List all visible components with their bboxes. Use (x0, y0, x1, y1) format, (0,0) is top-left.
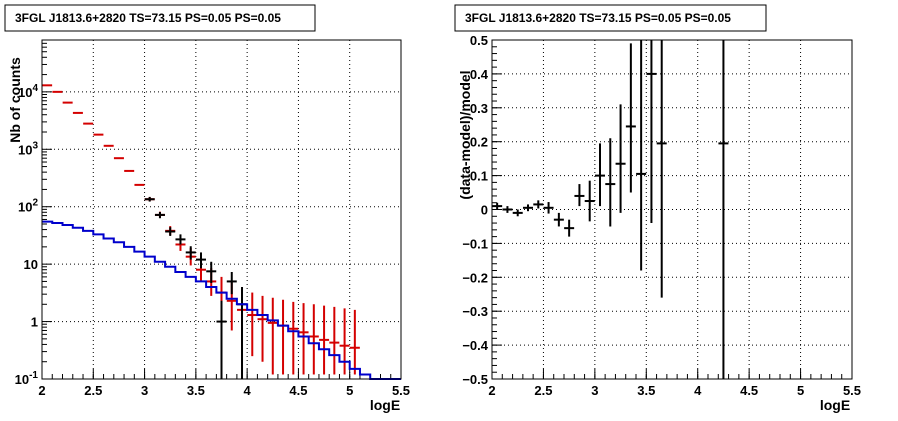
data-point (523, 204, 533, 212)
data-point (553, 212, 564, 227)
series-1 (492, 40, 729, 379)
y-tick-label: 102 (18, 198, 38, 215)
data-point (237, 286, 248, 379)
data-point (185, 246, 196, 260)
data-point (564, 219, 575, 237)
x-tick-label: 4.5 (740, 383, 758, 398)
data-point (543, 202, 554, 214)
x-tick-label: 2 (38, 383, 45, 398)
y-tick-label: 0.3 (470, 101, 488, 116)
data-point (329, 306, 340, 375)
data-point (339, 308, 350, 375)
data-point (533, 200, 544, 209)
data-point (144, 196, 155, 202)
data-point (195, 252, 206, 269)
chart-title: 3FGL J1813.6+2820 TS=73.15 PS=0.05 PS=0.… (465, 11, 731, 25)
data-point (175, 234, 186, 245)
x-tick-label: 4 (244, 383, 252, 398)
data-point (278, 299, 289, 375)
y-tick-label: −0.1 (462, 236, 488, 251)
y-tick-label: −0.2 (462, 270, 488, 285)
data-point (298, 303, 309, 375)
y-tick-label: 0.4 (470, 67, 489, 82)
data-point (636, 40, 647, 271)
y-tick-label: 103 (18, 140, 38, 157)
data-point (154, 211, 165, 219)
chart-title-box (4, 4, 316, 32)
data-point (646, 40, 657, 224)
data-point (512, 209, 523, 217)
data-point (308, 304, 319, 375)
data-point (349, 309, 360, 375)
data-point (216, 300, 227, 379)
x-tick-label: 3 (141, 383, 148, 398)
data-point (574, 184, 585, 207)
plot-frame (491, 39, 853, 380)
plot-frame (41, 39, 402, 380)
data-point (584, 180, 595, 222)
data-point (165, 227, 176, 236)
y-tick-label: 0 (481, 203, 488, 218)
x-tick-label: 2 (488, 383, 495, 398)
x-tick-label: 3.5 (187, 383, 205, 398)
data-point (595, 143, 605, 207)
y-tick-label: 1 (31, 315, 38, 330)
x-tick-label: 5.5 (392, 383, 410, 398)
x-tick-label: 4 (694, 383, 702, 398)
y-tick-label: 10-1 (15, 370, 39, 387)
data-point (319, 305, 330, 375)
data-point (288, 301, 299, 375)
data-point (257, 295, 268, 362)
data-point (625, 43, 636, 193)
x-tick-label: 4.5 (289, 383, 307, 398)
x-axis-label: logE (370, 397, 400, 413)
y-tick-label: 0.2 (470, 135, 488, 150)
y-tick-label: 0.5 (470, 33, 488, 48)
model-step-line (42, 220, 401, 380)
x-tick-label: 5 (797, 383, 804, 398)
data-point (247, 292, 258, 357)
data-point (656, 40, 667, 298)
y-tick-label: −0.4 (462, 338, 488, 353)
y-tick-label: −0.3 (462, 304, 488, 319)
y-tick-label: −0.5 (462, 372, 488, 387)
data-point (605, 138, 616, 227)
x-tick-label: 3 (591, 383, 598, 398)
chart-panel-1: 3FGL J1813.6+2820 TS=73.15 PS=0.05 PS=0.… (4, 4, 410, 413)
data-point (267, 297, 278, 375)
data-point (718, 40, 729, 379)
series-3 (42, 220, 401, 380)
x-tick-label: 2.5 (84, 383, 102, 398)
y-axis-label: Nb of counts (7, 57, 23, 143)
x-axis-label: logE (820, 397, 850, 413)
y-tick-label: 10 (24, 257, 38, 272)
y-tick-label: 104 (18, 83, 38, 100)
y-tick-label: 0.1 (470, 169, 488, 184)
y-axis-label: (data-model)/model (457, 70, 473, 199)
data-point (615, 104, 626, 213)
data-point (206, 261, 217, 283)
chart-title: 3FGL J1813.6+2820 TS=73.15 PS=0.05 PS=0.… (15, 11, 281, 25)
x-tick-label: 2.5 (534, 383, 552, 398)
x-tick-label: 3.5 (637, 383, 655, 398)
chart-title-box (454, 4, 767, 32)
x-tick-label: 5.5 (843, 383, 861, 398)
data-point (226, 271, 237, 295)
chart-panel-2: 3FGL J1813.6+2820 TS=73.15 PS=0.05 PS=0.… (454, 4, 861, 413)
data-point (492, 202, 503, 210)
data-point (502, 206, 513, 213)
x-tick-label: 5 (346, 383, 353, 398)
